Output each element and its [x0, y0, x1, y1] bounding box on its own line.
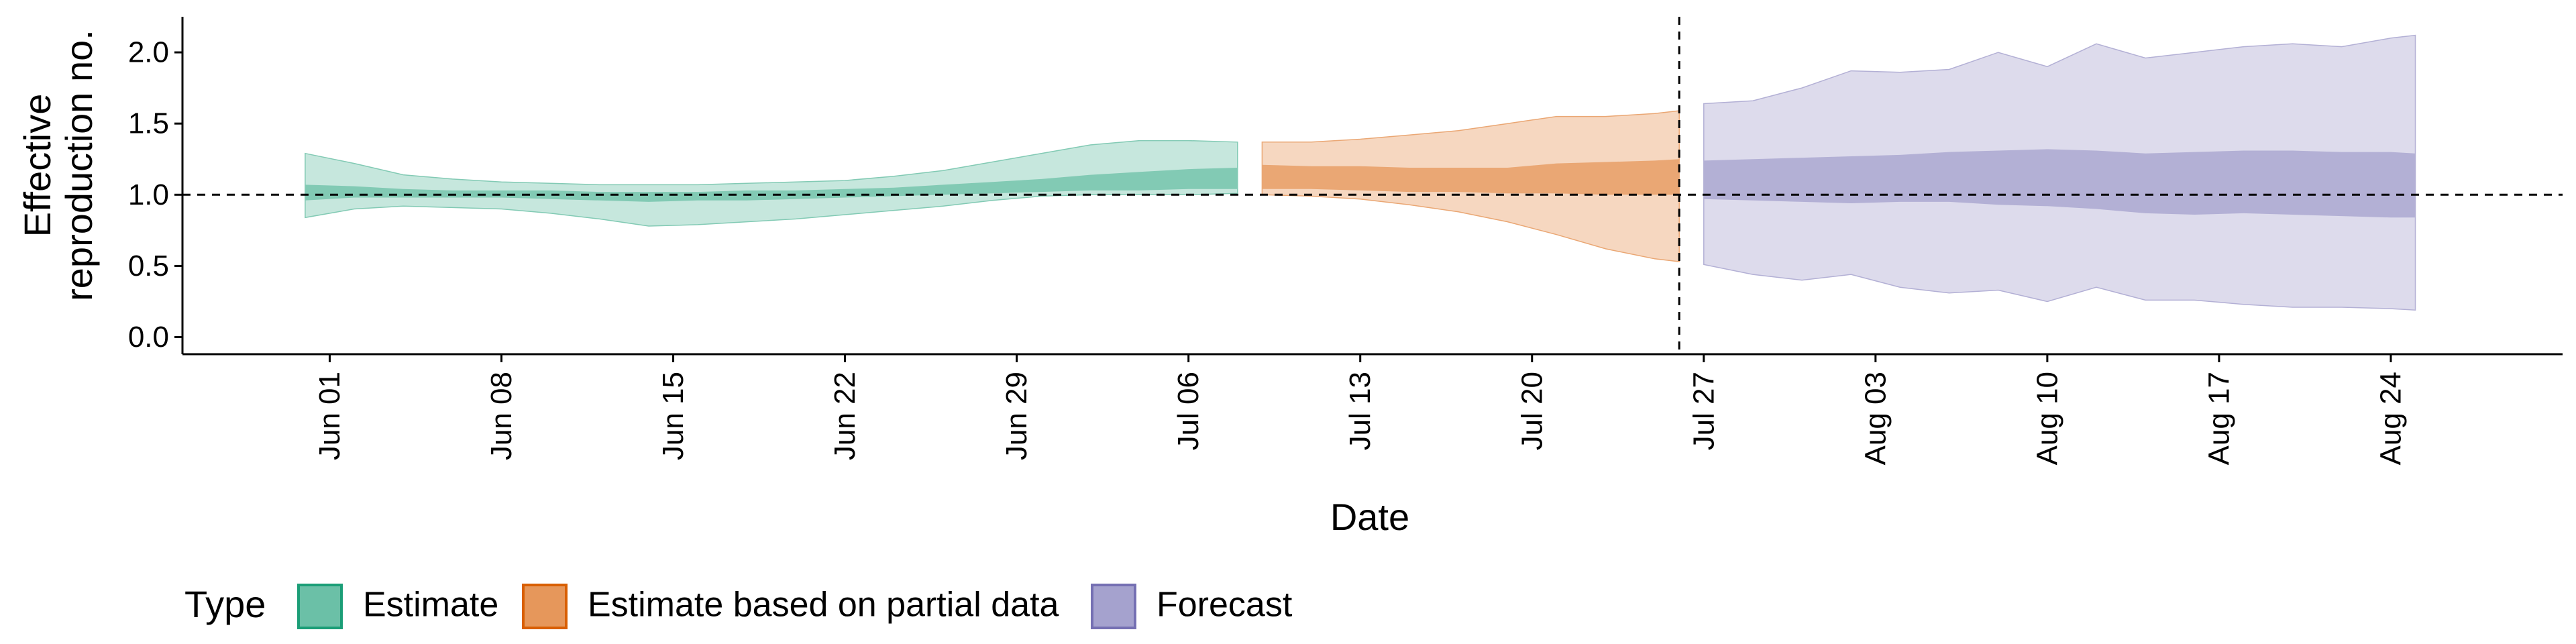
x-tick-label: Jun 29 [1000, 372, 1033, 460]
x-tick-label: Aug 10 [2031, 372, 2063, 465]
chart-axes [174, 17, 2563, 362]
y-tick-label: 0.0 [128, 321, 169, 354]
legend-label-1: Estimate [363, 586, 498, 625]
y-tick-label: 1.5 [128, 107, 169, 140]
chart-legend: Type Estimate Estimate based on partial da… [184, 583, 1293, 629]
reference-lines [182, 17, 2563, 354]
legend-label-2: Estimate based on partial data [588, 586, 1059, 625]
x-tick-label: Jun 15 [657, 372, 690, 460]
legend-key-3 [1091, 584, 1136, 629]
series-3-band-50 [1703, 149, 2416, 218]
x-tick-label: Aug 03 [1859, 372, 1892, 465]
series-1-band-50 [305, 168, 1238, 202]
y-tick-label: 1.0 [128, 178, 169, 211]
chart-labels: 0.0 0.5 1.0 1.5 2.0 Jun 01 Jun 08 Jun 15 Jun 22 J… [16, 30, 2408, 538]
x-tick-label: Jul 13 [1344, 372, 1377, 450]
legend-key-1 [297, 584, 343, 629]
x-tick-label: Jul 20 [1515, 372, 1548, 450]
legend-title: Type [184, 583, 266, 625]
series-2-band-50 [1262, 159, 1680, 195]
series-1-band-90 [305, 140, 1238, 227]
chart-bands [305, 34, 2416, 311]
x-tick-label: Jul 27 [1687, 372, 1720, 450]
legend-label-3: Forecast [1157, 586, 1293, 625]
y-tick-label: 2.0 [128, 36, 169, 69]
x-axis-title: Date [1330, 496, 1409, 538]
x-tick-label: Jun 22 [828, 372, 861, 460]
x-tick-label: Aug 24 [2375, 372, 2408, 465]
legend-key-2 [522, 584, 568, 629]
y-axis-title: Effectivereproduction no. [16, 30, 100, 301]
x-tick-label: Jun 01 [313, 372, 346, 460]
y-tick-label: 0.5 [128, 250, 169, 282]
x-tick-label: Aug 17 [2202, 372, 2235, 465]
x-tick-label: Jul 06 [1172, 372, 1205, 450]
x-tick-label: Jun 08 [485, 372, 518, 460]
